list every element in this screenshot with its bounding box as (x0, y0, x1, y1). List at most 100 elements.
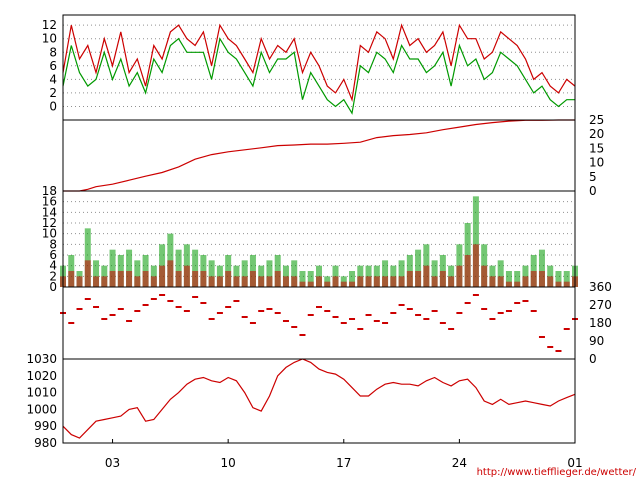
data-point (183, 310, 190, 312)
y-tick-label-temperature: 8 (49, 45, 57, 59)
credit-url[interactable]: http://www.tiefflieger.de/wetter/ (477, 467, 637, 478)
data-point (216, 265, 223, 287)
data-point (382, 276, 389, 287)
data-point (505, 281, 512, 287)
series-wind_speed-0 (60, 196, 578, 287)
data-point (266, 308, 273, 310)
data-point (299, 334, 306, 336)
data-point (258, 265, 265, 287)
data-point (109, 314, 116, 316)
data-point (406, 308, 413, 310)
data-point (538, 336, 545, 338)
y-tick-label-wind_speed: 8 (49, 237, 57, 251)
data-point (464, 302, 471, 304)
data-point (258, 276, 265, 287)
data-point (109, 249, 116, 287)
y-tick-label-precipitation: 0 (589, 184, 597, 198)
data-point (373, 320, 380, 322)
y-tick-label-wind_speed: 2 (49, 269, 57, 283)
data-point (530, 271, 537, 287)
data-point (431, 276, 438, 287)
series-wind_speed-1 (60, 244, 578, 287)
data-point (266, 276, 273, 287)
data-point (282, 320, 289, 322)
data-point (547, 276, 554, 287)
data-point (101, 318, 108, 320)
data-point (266, 260, 273, 287)
data-point (489, 276, 496, 287)
data-point (547, 346, 554, 348)
data-point (563, 271, 570, 287)
data-point (423, 318, 430, 320)
data-point (84, 228, 91, 287)
data-point (93, 276, 100, 287)
data-point (192, 296, 199, 298)
x-tick-label: 24 (452, 456, 467, 470)
data-point (349, 281, 356, 287)
y-tick-label-precipitation: 15 (589, 141, 604, 155)
y-tick-label-precipitation: 5 (589, 170, 597, 184)
data-point (406, 271, 413, 287)
data-point (415, 271, 422, 287)
data-point (175, 306, 182, 308)
data-point (398, 304, 405, 306)
y-tick-label-temperature: 12 (42, 18, 57, 32)
y-tick-label-pressure: 1020 (26, 369, 57, 383)
data-point (530, 310, 537, 312)
data-point (522, 276, 529, 287)
data-point (150, 276, 157, 287)
data-point (291, 260, 298, 287)
data-point (481, 308, 488, 310)
data-point (68, 322, 75, 324)
data-point (522, 300, 529, 302)
data-point (316, 265, 322, 287)
data-point (431, 260, 438, 287)
data-point (76, 276, 83, 287)
panel-frame (62, 358, 576, 444)
data-point (472, 294, 479, 296)
chart-panels: 0246810120510152025024681012141618090180… (26, 14, 612, 450)
data-point (93, 306, 100, 308)
data-point (282, 265, 289, 287)
data-point (514, 271, 521, 287)
series-temperature-0 (62, 23, 576, 102)
data-point (291, 276, 298, 287)
y-tick-label-wind_speed: 10 (42, 227, 57, 241)
data-point (299, 271, 306, 287)
data-point (448, 276, 455, 287)
data-point (134, 310, 141, 312)
data-point (497, 260, 504, 287)
data-point (398, 260, 405, 287)
data-point (117, 271, 124, 287)
data-point (563, 328, 570, 330)
y-tick-label-wind_speed: 16 (42, 195, 57, 209)
data-point (84, 260, 91, 287)
data-point (439, 271, 446, 287)
data-point (324, 310, 331, 312)
data-point (68, 271, 75, 287)
y-tick-label-wind_direction: 360 (589, 280, 612, 294)
data-point (332, 316, 339, 318)
data-point (76, 308, 83, 310)
data-point (316, 276, 322, 287)
data-point (324, 281, 331, 287)
panel-wind_direction: 0 90 180 270 360 (60, 280, 612, 366)
data-point (192, 249, 199, 287)
data-point (258, 310, 265, 312)
x-tick-label: 17 (336, 456, 351, 470)
series-precipitation-0 (63, 119, 575, 192)
data-point (373, 276, 380, 287)
panel-frame (62, 286, 576, 360)
data-point (382, 260, 389, 287)
data-point (456, 265, 463, 287)
data-point (316, 306, 322, 308)
y-tick-label-pressure: 990 (34, 419, 57, 433)
data-point (101, 265, 108, 287)
y-tick-label-wind_speed: 12 (42, 216, 57, 230)
data-point (126, 271, 133, 287)
data-point (464, 255, 471, 287)
data-point (93, 260, 100, 287)
data-point (192, 271, 199, 287)
data-point (538, 249, 545, 287)
